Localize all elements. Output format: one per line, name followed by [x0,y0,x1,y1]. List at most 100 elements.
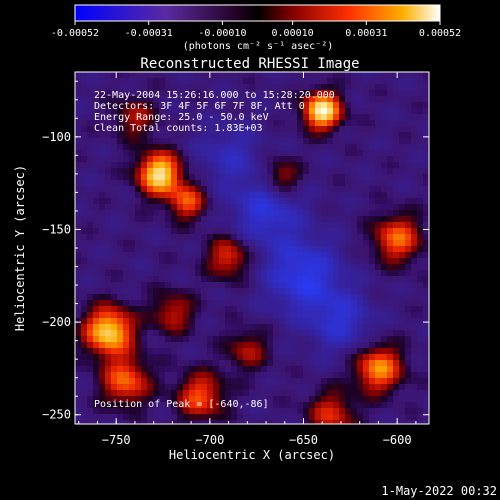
heatmap-cell [255,126,261,132]
heatmap-cell [261,150,267,156]
heatmap-cell [195,186,201,192]
heatmap-cell [165,120,171,126]
heatmap-cell [351,78,357,84]
heatmap-cell [213,366,219,372]
heatmap-cell [267,138,273,144]
heatmap-cell [111,366,117,372]
heatmap-cell [171,408,177,414]
heatmap-cell [285,414,291,420]
heatmap-cell [423,336,429,342]
heatmap-cell [159,204,165,210]
heatmap-cell [387,216,393,222]
heatmap-cell [369,150,375,156]
heatmap-cell [183,354,189,360]
heatmap-cell [405,84,411,90]
heatmap-cell [399,246,405,252]
heatmap-cell [267,414,273,420]
heatmap-cell [303,378,309,384]
heatmap-cell [417,168,423,174]
heatmap-cell [189,174,195,180]
heatmap-cell [153,174,159,180]
heatmap-cell [315,324,321,330]
heatmap-cell [339,210,345,216]
heatmap-cell [171,126,177,132]
heatmap-cell [381,132,387,138]
heatmap-cell [411,312,417,318]
heatmap-cell [363,234,369,240]
heatmap-cell [417,216,423,222]
heatmap-cell [231,180,237,186]
heatmap-cell [165,402,171,408]
heatmap-cell [405,90,411,96]
heatmap-cell [369,84,375,90]
heatmap-cell [249,252,255,258]
heatmap-cell [159,132,165,138]
heatmap-cell [405,342,411,348]
heatmap-cell [303,288,309,294]
heatmap-cell [273,264,279,270]
heatmap-cell [381,264,387,270]
heatmap-cell [165,78,171,84]
heatmap-cell [219,138,225,144]
heatmap-cell [423,90,429,96]
heatmap-cell [405,288,411,294]
heatmap-cell [225,240,231,246]
heatmap-cell [345,384,351,390]
heatmap-cell [351,216,357,222]
heatmap-cell [333,180,339,186]
heatmap-cell [423,360,429,366]
heatmap-cell [321,138,327,144]
heatmap-cell [405,102,411,108]
heatmap-cell [423,312,429,318]
heatmap-cell [363,186,369,192]
heatmap-cell [261,84,267,90]
heatmap-cell [267,420,273,424]
heatmap-cell [225,150,231,156]
heatmap-cell [177,414,183,420]
heatmap-cell [225,300,231,306]
heatmap-cell [405,354,411,360]
heatmap-cell [423,108,429,114]
heatmap-cell [105,294,111,300]
heatmap-cell [345,294,351,300]
heatmap-cell [129,354,135,360]
heatmap-cell [387,396,393,402]
heatmap-cell [291,132,297,138]
heatmap-cell [285,216,291,222]
heatmap-cell [105,270,111,276]
heatmap-cell [99,276,105,282]
heatmap-cell [129,72,135,78]
heatmap-cell [267,378,273,384]
heatmap-cell [99,366,105,372]
heatmap-cell [171,186,177,192]
heatmap-cell [75,192,81,198]
heatmap-cell [285,96,291,102]
heatmap-cell [153,150,159,156]
heatmap-cell [201,84,207,90]
heatmap-cell [87,222,93,228]
heatmap-cell [243,150,249,156]
heatmap-cell [201,402,207,408]
heatmap-cell [267,300,273,306]
heatmap-cell [165,186,171,192]
colorbar-ticks: -0.00052 -0.00031 -0.00010 0.00010 0.00031 0.… [51,21,461,39]
heatmap-cell [363,336,369,342]
heatmap-cell [81,300,87,306]
heatmap-cell [141,420,147,424]
heatmap-cell [81,108,87,114]
heatmap-cell [219,102,225,108]
heatmap-cell [273,108,279,114]
heatmap-cell [405,312,411,318]
annotation-block: 22-May-2004 15:26:16.000 to 15:28:20.000… [94,90,335,134]
heatmap-cell [93,312,99,318]
heatmap-cell [315,96,321,102]
heatmap-cell [123,330,129,336]
heatmap-cell [141,270,147,276]
heatmap-cell [225,144,231,150]
heatmap-cell [387,186,393,192]
heatmap-cell [237,150,243,156]
heatmap-cell [159,336,165,342]
heatmap-cell [237,78,243,84]
heatmap-cell [75,414,81,420]
heatmap-cell [195,96,201,102]
